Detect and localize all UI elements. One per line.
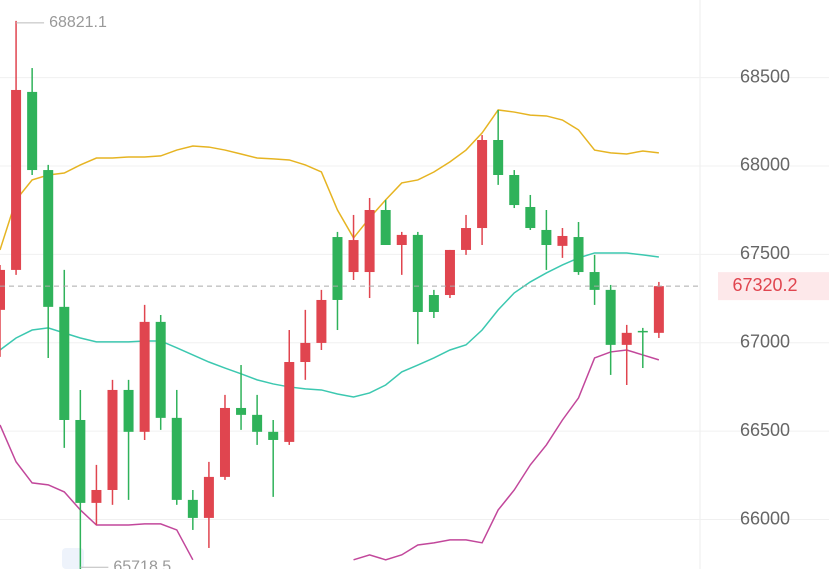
candle-body	[11, 89, 22, 270]
candle-body	[428, 295, 439, 312]
candle-body	[203, 476, 214, 518]
candle-body	[348, 240, 359, 273]
candle-body	[268, 431, 279, 440]
candle-body	[139, 321, 150, 432]
y-tick-label: 68500	[740, 66, 790, 86]
candle-body	[509, 174, 520, 206]
candle-body	[43, 170, 54, 307]
candle-body	[525, 206, 536, 229]
y-tick-label: 67000	[740, 331, 790, 351]
candle-body	[75, 419, 86, 503]
candle-body	[461, 228, 472, 250]
last-price-label: 67320.2	[732, 275, 797, 295]
candle-body	[219, 407, 230, 477]
candle-body	[27, 91, 38, 171]
candle-body	[236, 407, 247, 415]
y-tick-label: 66000	[740, 508, 790, 528]
candle-body	[155, 321, 166, 418]
candle-body	[444, 249, 455, 296]
candle-body	[557, 235, 568, 246]
candle-body	[187, 499, 198, 518]
candle-body	[332, 237, 343, 300]
candle-body	[0, 269, 5, 310]
candle-body	[653, 286, 664, 333]
candle-body	[573, 237, 584, 273]
candle-body	[412, 234, 423, 312]
candle-body	[364, 209, 375, 273]
candle-body	[589, 272, 600, 290]
y-tick-label: 68000	[740, 155, 790, 175]
candle-body	[621, 332, 632, 345]
last-price-tag	[718, 272, 829, 301]
candle-body	[284, 362, 295, 442]
max-label: 68821.1	[49, 14, 107, 31]
candle-body	[123, 389, 134, 432]
band-line	[0, 109, 659, 251]
band-line	[353, 349, 660, 561]
candle-body	[316, 299, 327, 343]
candle-body	[493, 139, 504, 175]
band-line	[0, 252, 659, 398]
candle-body	[541, 229, 552, 245]
candle-body	[171, 417, 182, 500]
candle-body	[107, 389, 118, 490]
candle-body	[605, 289, 616, 345]
candle-body	[252, 414, 263, 432]
tool-icon[interactable]	[62, 548, 84, 569]
y-tick-label: 66500	[740, 420, 790, 440]
candle-body	[59, 306, 70, 420]
candle-body	[396, 234, 407, 245]
candle-body	[91, 489, 102, 503]
band-line	[0, 424, 194, 561]
candle-body	[637, 330, 648, 333]
min-label: 65718.5	[113, 558, 171, 569]
candle-body	[380, 209, 391, 245]
y-tick-label: 67500	[740, 243, 790, 263]
candle-body	[477, 139, 488, 229]
candle-body	[300, 342, 311, 363]
